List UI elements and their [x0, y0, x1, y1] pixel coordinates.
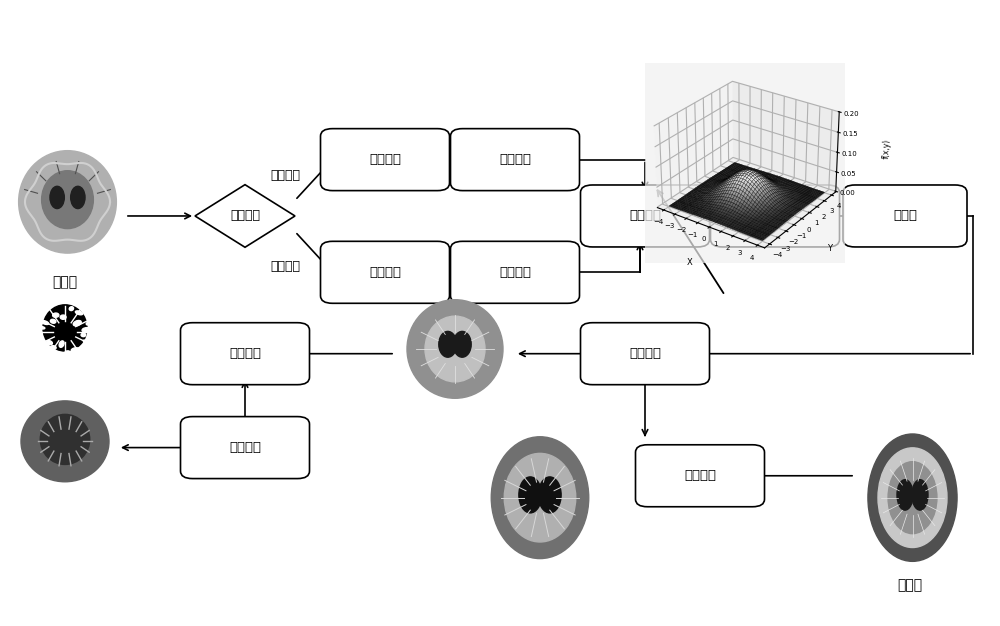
- Ellipse shape: [53, 313, 59, 317]
- Ellipse shape: [40, 414, 90, 464]
- Ellipse shape: [20, 289, 110, 374]
- Text: 去线性: 去线性: [893, 210, 917, 222]
- Ellipse shape: [453, 331, 471, 357]
- FancyBboxPatch shape: [580, 185, 710, 247]
- FancyBboxPatch shape: [320, 242, 450, 304]
- Y-axis label: Y: Y: [827, 244, 832, 254]
- Ellipse shape: [31, 339, 40, 345]
- Text: 头颅分割: 头颅分割: [684, 470, 716, 482]
- Ellipse shape: [19, 151, 116, 253]
- Ellipse shape: [439, 331, 457, 357]
- Ellipse shape: [912, 480, 928, 510]
- Ellipse shape: [888, 462, 937, 533]
- Ellipse shape: [83, 340, 92, 344]
- Ellipse shape: [60, 315, 66, 319]
- Ellipse shape: [36, 332, 42, 335]
- Ellipse shape: [65, 351, 71, 355]
- X-axis label: X: X: [686, 258, 692, 267]
- Ellipse shape: [41, 321, 49, 324]
- Ellipse shape: [42, 171, 93, 228]
- Text: 时间校正: 时间校正: [499, 266, 531, 279]
- Polygon shape: [195, 185, 295, 247]
- Ellipse shape: [75, 311, 83, 315]
- Ellipse shape: [491, 437, 589, 558]
- FancyBboxPatch shape: [450, 242, 580, 304]
- Text: 顺序扫描: 顺序扫描: [270, 260, 300, 273]
- FancyBboxPatch shape: [636, 445, 765, 507]
- Text: 图像分割: 图像分割: [229, 441, 261, 454]
- FancyBboxPatch shape: [180, 323, 310, 384]
- Text: 头动校正: 头动校正: [369, 266, 401, 279]
- Ellipse shape: [878, 448, 947, 548]
- FancyBboxPatch shape: [180, 417, 310, 479]
- Text: 时域滤波: 时域滤波: [759, 210, 791, 222]
- Ellipse shape: [50, 187, 64, 208]
- Ellipse shape: [81, 333, 86, 337]
- Ellipse shape: [37, 326, 45, 329]
- Ellipse shape: [47, 341, 52, 345]
- Ellipse shape: [50, 319, 56, 323]
- Ellipse shape: [80, 346, 89, 352]
- Ellipse shape: [82, 327, 92, 332]
- Text: 空间平滑: 空间平滑: [629, 210, 661, 222]
- Text: 采集顺序: 采集顺序: [230, 210, 260, 222]
- Ellipse shape: [868, 434, 957, 562]
- Ellipse shape: [73, 321, 81, 326]
- Ellipse shape: [21, 401, 109, 482]
- Ellipse shape: [59, 341, 64, 347]
- Ellipse shape: [71, 187, 85, 208]
- Ellipse shape: [86, 322, 91, 325]
- Ellipse shape: [897, 480, 913, 510]
- Ellipse shape: [71, 348, 79, 352]
- Ellipse shape: [43, 305, 87, 351]
- Ellipse shape: [69, 307, 74, 310]
- Ellipse shape: [407, 300, 503, 398]
- Text: 头动校正: 头动校正: [499, 153, 531, 166]
- Ellipse shape: [538, 477, 561, 513]
- FancyBboxPatch shape: [450, 129, 580, 191]
- Text: 空间配准: 空间配准: [629, 347, 661, 360]
- Ellipse shape: [519, 477, 542, 513]
- FancyBboxPatch shape: [843, 185, 967, 247]
- Ellipse shape: [51, 346, 56, 349]
- Text: 隔层扫描: 隔层扫描: [270, 168, 300, 182]
- Text: 时间校正: 时间校正: [369, 153, 401, 166]
- FancyBboxPatch shape: [710, 185, 840, 247]
- Text: 冗余去除: 冗余去除: [229, 347, 261, 360]
- Ellipse shape: [425, 316, 485, 382]
- Text: 结构像: 结构像: [897, 578, 923, 592]
- FancyBboxPatch shape: [580, 323, 710, 384]
- Text: 功能像: 功能像: [52, 275, 78, 289]
- Polygon shape: [418, 312, 492, 386]
- FancyBboxPatch shape: [320, 129, 450, 191]
- Ellipse shape: [504, 453, 576, 542]
